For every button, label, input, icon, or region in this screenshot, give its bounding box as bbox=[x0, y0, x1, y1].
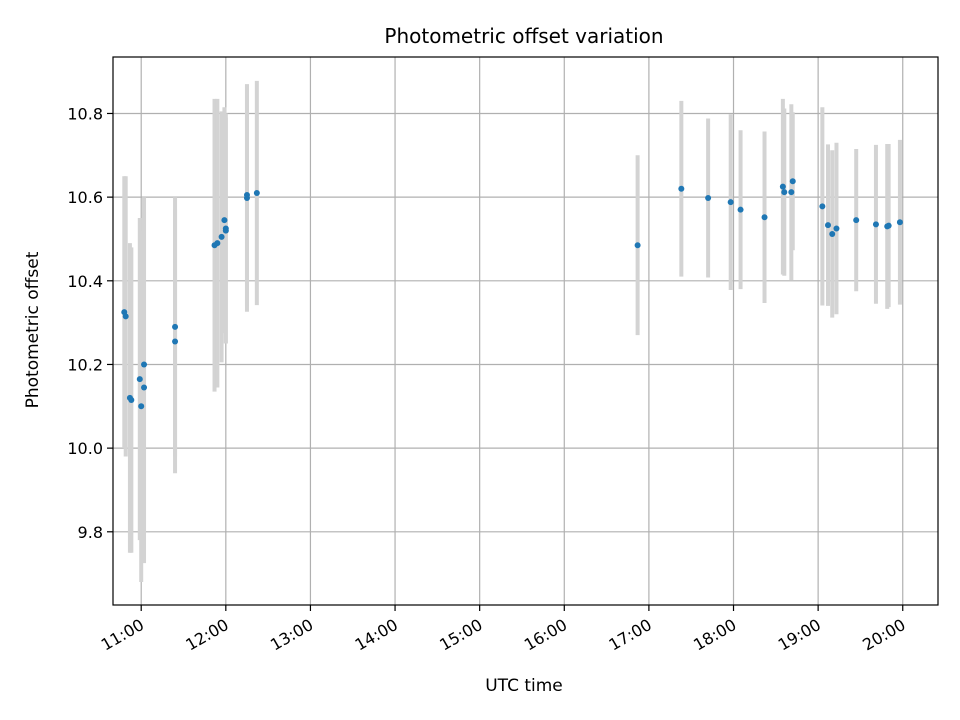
plot-frame bbox=[112, 56, 939, 606]
y-tick-label: 10.8 bbox=[67, 104, 103, 123]
data-point bbox=[788, 189, 795, 196]
y-axis-label: Photometric offset bbox=[23, 251, 43, 408]
data-point bbox=[678, 185, 685, 192]
data-point bbox=[222, 225, 229, 232]
data-point bbox=[789, 178, 796, 185]
data-point bbox=[896, 219, 903, 226]
grid-lines bbox=[113, 57, 938, 605]
data-point bbox=[885, 222, 892, 229]
data-point bbox=[172, 323, 179, 330]
y-tick-label: 10.0 bbox=[67, 439, 103, 458]
y-tick-label: 10.6 bbox=[67, 188, 103, 207]
chart-title: Photometric offset variation bbox=[384, 24, 663, 48]
data-point bbox=[727, 199, 734, 206]
data-point bbox=[833, 225, 840, 232]
x-axis-label: UTC time bbox=[485, 676, 563, 696]
data-point bbox=[138, 403, 145, 410]
data-point bbox=[761, 214, 768, 221]
data-point bbox=[141, 361, 148, 368]
data-point bbox=[218, 233, 225, 240]
data-point bbox=[819, 203, 826, 210]
data-point bbox=[853, 217, 860, 224]
data-point bbox=[221, 217, 228, 224]
data-point bbox=[253, 189, 260, 196]
data-point bbox=[136, 376, 143, 383]
data-point bbox=[781, 189, 788, 196]
data-point bbox=[128, 397, 135, 404]
data-point bbox=[141, 384, 148, 391]
y-axis-ticks: 9.8 10.0 10.2 10.4 10.6 10.8 bbox=[67, 104, 113, 542]
data-point bbox=[737, 206, 744, 213]
data-points bbox=[121, 178, 903, 410]
data-point bbox=[825, 222, 831, 229]
data-point bbox=[172, 338, 179, 345]
y-tick-label: 10.4 bbox=[67, 272, 103, 291]
data-point bbox=[829, 230, 836, 237]
data-point bbox=[634, 242, 641, 249]
data-point bbox=[872, 221, 879, 228]
data-point bbox=[243, 194, 250, 201]
data-point bbox=[122, 313, 129, 320]
data-point bbox=[214, 240, 221, 247]
data-point bbox=[779, 183, 786, 190]
y-tick-label: 10.2 bbox=[67, 355, 103, 374]
data-point bbox=[705, 194, 712, 201]
y-tick-label: 9.8 bbox=[78, 523, 103, 542]
